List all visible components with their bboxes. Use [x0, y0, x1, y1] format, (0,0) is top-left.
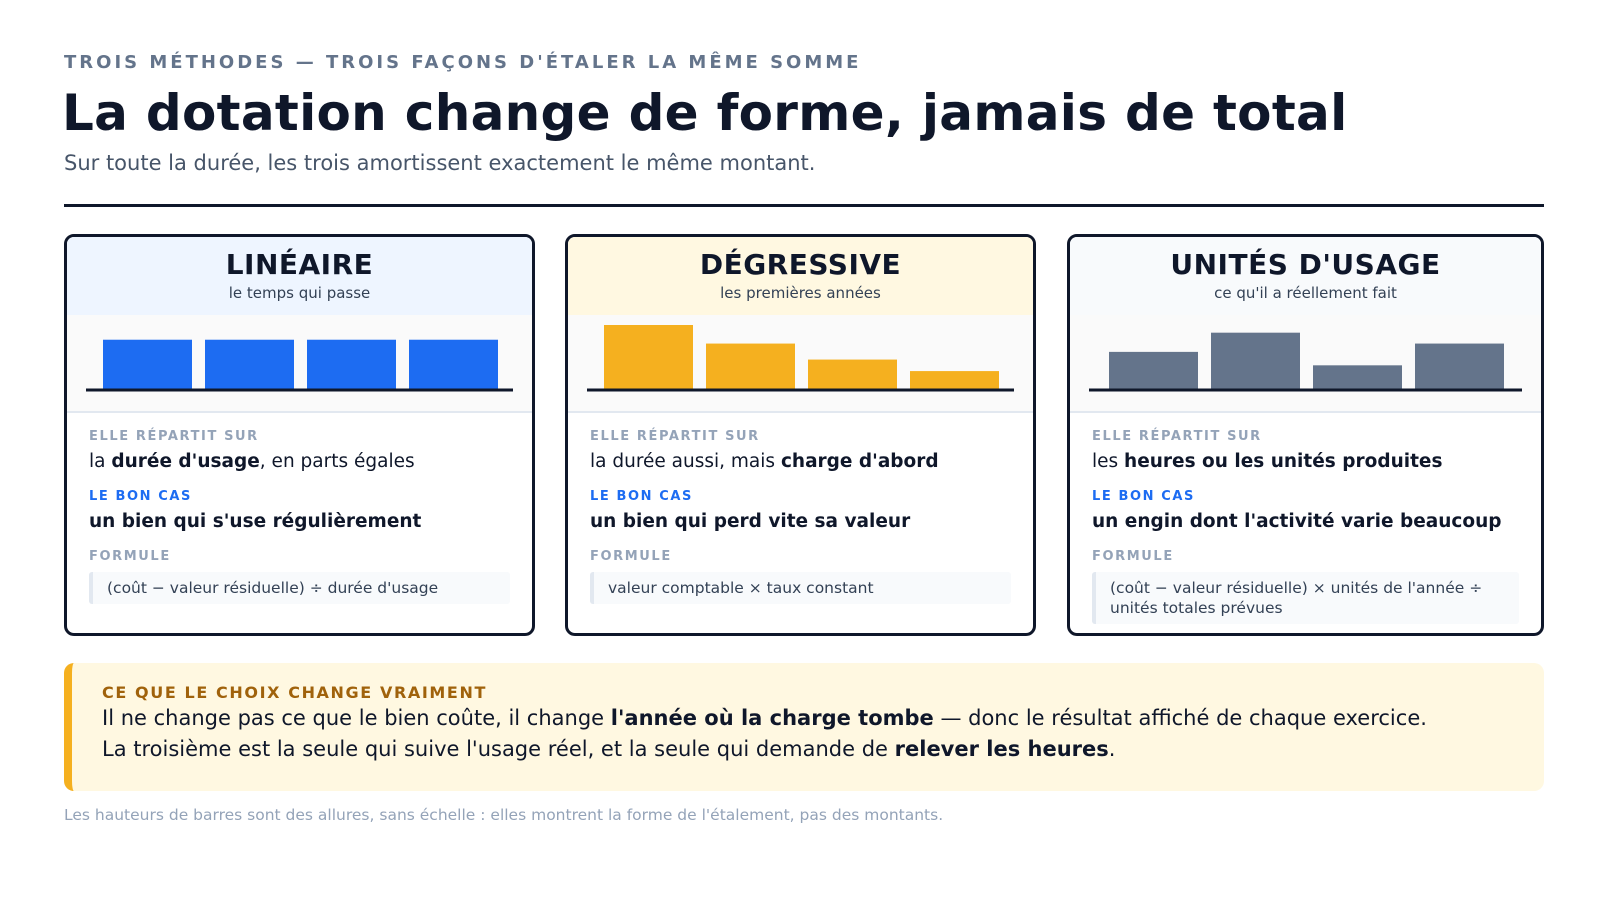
card-header: UNITÉS D'USAGE ce qu'il a réellement fai…: [1070, 237, 1541, 315]
bar-1: [604, 325, 693, 389]
card-degressive: DÉGRESSIVE les premières années ELLE RÉP…: [565, 234, 1036, 636]
callout-line-2: La troisième est la seule qui suive l'us…: [102, 734, 1544, 765]
formula-box: (coût − valeur résiduelle) × unités de l…: [1092, 572, 1519, 624]
kicker: TROIS MÉTHODES — TROIS FAÇONS D'ÉTALER L…: [64, 52, 862, 73]
spread-text-pre: les: [1092, 451, 1125, 472]
formula-label: FORMULE: [89, 549, 171, 564]
good-case-text: un bien qui perd vite sa valeur: [590, 511, 911, 532]
spread-text-pre: la durée aussi, mais: [590, 451, 781, 472]
callout-line-1-pre: Il ne change pas ce que le bien coûte, i…: [102, 706, 611, 730]
card-name: DÉGRESSIVE: [699, 248, 902, 281]
good-case-text: un bien qui s'use régulièrement: [89, 511, 422, 532]
bar-1: [103, 339, 192, 389]
footnote: Les hauteurs de barres sont des allures,…: [64, 806, 944, 824]
spread-label: ELLE RÉPARTIT SUR: [1092, 429, 1262, 444]
good-case-label: LE BON CAS: [590, 489, 694, 504]
callout-line-1-post: — donc le résultat affiché de chaque exe…: [933, 706, 1427, 730]
formula-box: valeur comptable × taux constant: [590, 572, 1011, 604]
bar-chart-unites: [1089, 332, 1522, 392]
bar-1: [1109, 351, 1198, 389]
spread-label: ELLE RÉPARTIT SUR: [590, 429, 760, 444]
spread-text-bold: durée d'usage: [111, 451, 260, 472]
card-header: LINÉAIRE le temps qui passe: [67, 237, 532, 315]
spread-text-bold: heures ou les unités produites: [1124, 451, 1443, 472]
card-name: LINÉAIRE: [225, 248, 374, 281]
good-case-text: un engin dont l'activité varie beaucoup: [1092, 511, 1502, 532]
card-body: ELLE RÉPARTIT SUR la durée d'usage, en p…: [67, 413, 532, 604]
bar-3: [307, 339, 396, 389]
bar-chart-lineaire: [86, 339, 513, 392]
card-chart: [67, 315, 532, 413]
card-chart: [1070, 315, 1541, 413]
spread-label: ELLE RÉPARTIT SUR: [89, 429, 259, 444]
card-body: ELLE RÉPARTIT SUR les heures ou les unit…: [1070, 413, 1541, 624]
card-name: UNITÉS D'USAGE: [1170, 248, 1441, 281]
bar-3: [1313, 365, 1402, 389]
card-unites-usage: UNITÉS D'USAGE ce qu'il a réellement fai…: [1067, 234, 1544, 636]
bar-2: [706, 343, 795, 389]
card-body: ELLE RÉPARTIT SUR la durée aussi, mais c…: [568, 413, 1033, 604]
card-tagline: les premières années: [720, 284, 881, 302]
card-lineaire: LINÉAIRE le temps qui passe ELLE RÉPARTI…: [64, 234, 535, 636]
card-tagline: ce qu'il a réellement fait: [1214, 284, 1397, 302]
good-case-label: LE BON CAS: [1092, 489, 1196, 504]
formula-label: FORMULE: [1092, 549, 1174, 564]
bar-4: [1415, 343, 1504, 389]
page-title: La dotation change de forme, jamais de t…: [62, 84, 1348, 142]
page-subtitle: Sur toute la durée, les trois amortissen…: [64, 151, 816, 175]
bar-chart-degressive: [587, 325, 1014, 392]
spread-text: la durée d'usage, en parts égales: [89, 449, 510, 475]
callout-line-2-post: .: [1108, 737, 1116, 761]
spread-text-post: , en parts égales: [259, 451, 415, 472]
insight-callout: CE QUE LE CHOIX CHANGE VRAIMENT Il ne ch…: [64, 663, 1544, 791]
formula-label: FORMULE: [590, 549, 672, 564]
bar-4: [409, 339, 498, 389]
spread-text: la durée aussi, mais charge d'abord: [590, 449, 1011, 475]
callout-line-1: Il ne change pas ce que le bien coûte, i…: [102, 703, 1544, 734]
card-header: DÉGRESSIVE les premières années: [568, 237, 1033, 315]
callout-label: CE QUE LE CHOIX CHANGE VRAIMENT: [102, 683, 487, 702]
good-case-label: LE BON CAS: [89, 489, 193, 504]
spread-text: les heures ou les unités produites: [1092, 449, 1519, 475]
spread-text-bold: charge d'abord: [780, 451, 939, 472]
callout-line-1-bold: l'année où la charge tombe: [610, 706, 934, 730]
bar-4: [910, 371, 999, 389]
bar-2: [205, 339, 294, 389]
callout-line-2-bold: relever les heures: [894, 737, 1109, 761]
card-tagline: le temps qui passe: [228, 284, 371, 302]
bar-2: [1211, 332, 1300, 389]
callout-line-2-pre: La troisième est la seule qui suive l'us…: [102, 737, 895, 761]
spread-text-pre: la: [89, 451, 112, 472]
card-chart: [568, 315, 1033, 413]
bar-3: [808, 359, 897, 389]
formula-box: (coût − valeur résiduelle) ÷ durée d'usa…: [89, 572, 510, 604]
header-divider: [64, 204, 1544, 207]
